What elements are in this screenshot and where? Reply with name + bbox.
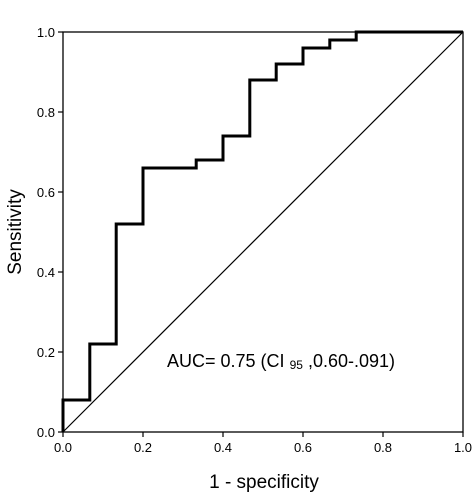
plot-border [62,31,464,433]
reference-diagonal [62,31,464,433]
y-tick-label: 0.0 [37,425,55,440]
y-tick-label: 0.4 [37,265,55,280]
auc-annotation-suffix: ,0.60-.091) [308,351,395,371]
x-tick-label: 0.2 [134,440,152,455]
roc-curve-line [61,30,463,432]
y-tick-label: 0.2 [37,345,55,360]
plot-frame [62,31,464,433]
y-tick-label: 0.6 [37,185,55,200]
x-tick-label: 1.0 [454,440,472,455]
x-tick-label: 0.4 [214,440,232,455]
roc-curve [61,30,463,432]
x-axis-label: 1 - specificity [209,472,319,492]
reference-diagonal-line [62,31,464,433]
x-tick-label: 0.6 [294,440,312,455]
x-axis-ticks: 0.0 0.2 0.4 0.6 0.8 1.0 [54,432,472,455]
auc-annotation: AUC= 0.75 (CI 95 ,0.60-.091) [167,351,395,373]
x-tick-label: 0.0 [54,440,72,455]
y-tick-label: 1.0 [37,25,55,40]
auc-annotation-prefix: AUC= 0.75 (CI [167,351,285,371]
y-axis-ticks: 0.0 0.2 0.4 0.6 0.8 1.0 [37,25,63,440]
y-tick-label: 0.8 [37,105,55,120]
x-tick-label: 0.8 [374,440,392,455]
y-axis-label: Sensitivity [5,189,26,275]
auc-annotation-subscript: 95 [290,358,304,372]
